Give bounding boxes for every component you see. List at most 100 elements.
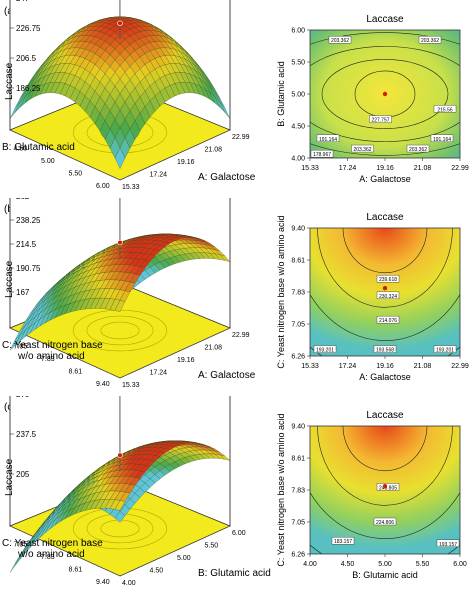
contour-label: 203.362 bbox=[421, 38, 439, 44]
surface-mesh-cell bbox=[219, 102, 231, 119]
contour-line bbox=[310, 46, 460, 142]
y-tick-label: 8.61 bbox=[69, 369, 83, 376]
y-axis-label-line: w/o amino acid bbox=[17, 549, 85, 560]
y-axis-label-line: w/o amino acid bbox=[17, 351, 85, 362]
panel-a-svg: (a)186.25206.5226.75247Laccase15.3317.24… bbox=[2, 0, 469, 191]
base-contour-line bbox=[86, 315, 154, 346]
z-tick-label: 270 bbox=[16, 396, 30, 399]
x-axis-label: A: Galactose bbox=[359, 372, 411, 382]
contour-label: 239.618 bbox=[379, 277, 397, 283]
y-tick-label: 7.05 bbox=[291, 322, 305, 329]
y-tick-label: 7.05 bbox=[291, 520, 305, 527]
y-axis-label: C: Yeast nitrogen base w/o amino acid bbox=[276, 413, 286, 566]
x-tick-label: 22.99 bbox=[232, 332, 250, 339]
x-tick-label: 15.33 bbox=[301, 363, 319, 370]
y-tick-label: 4.00 bbox=[291, 156, 305, 163]
surface-mesh-cell bbox=[219, 454, 231, 461]
z-tick-label: 262 bbox=[16, 198, 30, 201]
contour-label: 203.362 bbox=[409, 147, 427, 153]
contour-label-box bbox=[373, 517, 397, 526]
x-axis-label: B: Glutamic acid bbox=[352, 570, 418, 580]
surface-plot: 167 190.75 214.5 238.25 262 Laccase 15.33 17.24… bbox=[2, 198, 256, 389]
y-tick-label: 9.40 bbox=[291, 424, 305, 431]
contour-line bbox=[317, 228, 453, 308]
surface-mesh-cell bbox=[9, 335, 21, 351]
y-axis-label-line: C: Yeast nitrogen base bbox=[2, 340, 103, 351]
contour-line bbox=[310, 491, 460, 539]
x-tick-label: 4.00 bbox=[303, 561, 317, 568]
contour-label: 224.806 bbox=[376, 520, 394, 526]
y-axis-label: C: Yeast nitrogen base w/o amino acid bbox=[2, 340, 103, 362]
contour-label: 178.967 bbox=[313, 152, 331, 158]
surface-plot: 186.25 206.5 226.75 247 Laccase 15.33 17.24 19.… bbox=[2, 0, 256, 191]
x-axis-label: A: Galactose bbox=[198, 172, 256, 183]
x-tick-label: 4.50 bbox=[341, 561, 355, 568]
x-tick-label: 21.08 bbox=[205, 147, 223, 154]
x-tick-label: 21.08 bbox=[205, 345, 223, 352]
contour-label-box bbox=[376, 315, 400, 324]
contour-line bbox=[310, 32, 460, 156]
contour-label: 193.201 bbox=[316, 348, 334, 354]
peak-marker bbox=[117, 452, 123, 458]
z-tick-label: 214.5 bbox=[16, 240, 37, 249]
y-tick-label: 7.83 bbox=[291, 488, 305, 495]
base-contour-line bbox=[100, 321, 140, 340]
x-tick-label: 5.00 bbox=[378, 561, 392, 568]
optimum-marker bbox=[382, 285, 388, 291]
contour-label: 193.157 bbox=[439, 542, 457, 548]
y-tick-label: 7.83 bbox=[291, 290, 305, 297]
x-tick-label: 4.00 bbox=[122, 580, 136, 587]
surface-mesh-cell bbox=[114, 500, 126, 511]
y-tick-label: 8.61 bbox=[69, 567, 83, 574]
z-tick-label: 206.5 bbox=[16, 54, 37, 63]
contour-plot: Laccase 243.805 224.806 183.157 193.157 4.00 4… bbox=[276, 410, 467, 580]
contour-plot: Laccase 239.618 230.324 214.076 193.201 193.5… bbox=[276, 212, 469, 382]
x-tick-label: 6.00 bbox=[453, 561, 467, 568]
z-tick-label: 226.75 bbox=[16, 24, 41, 33]
contour-label-box bbox=[331, 536, 355, 545]
y-axis-label: C: Yeast nitrogen base w/o amino acid bbox=[276, 215, 286, 368]
surface-mesh-cell bbox=[114, 511, 126, 523]
contour-label-box bbox=[418, 36, 442, 44]
x-axis-label: A: Galactose bbox=[198, 370, 256, 381]
y-axis-label: C: Yeast nitrogen base w/o amino acid bbox=[2, 538, 103, 560]
contour-label-box bbox=[430, 134, 454, 143]
y-tick-label: 6.00 bbox=[96, 183, 110, 190]
z-axis-label: Laccase bbox=[4, 458, 15, 496]
x-tick-label: 17.24 bbox=[339, 165, 357, 172]
y-axis-label: B: Glutamic acid bbox=[276, 61, 286, 127]
surface-mesh-cell bbox=[9, 556, 21, 573]
x-tick-label: 22.99 bbox=[451, 165, 469, 172]
contour-label-box bbox=[316, 134, 340, 143]
optimum-marker bbox=[382, 91, 388, 97]
x-tick-label: 4.50 bbox=[150, 568, 164, 575]
x-tick-label: 15.33 bbox=[301, 165, 319, 172]
surface-mesh-cell bbox=[114, 147, 126, 169]
y-tick-label: 7.83 bbox=[41, 356, 55, 363]
y-tick-label: 4.50 bbox=[291, 124, 305, 131]
contour-label-box bbox=[310, 149, 334, 158]
contour-label: 230.324 bbox=[379, 294, 397, 300]
contour-label: 203.362 bbox=[331, 38, 349, 44]
contour-plot: Laccase 203.362 203.362 227.757 215.56 191.16… bbox=[276, 14, 469, 184]
x-tick-label: 5.50 bbox=[416, 561, 430, 568]
y-axis-label: B: Glutamic acid bbox=[2, 142, 75, 153]
x-tick-label: 19.16 bbox=[177, 159, 195, 166]
z-tick-label: 186.25 bbox=[16, 84, 41, 93]
x-tick-label: 22.99 bbox=[232, 134, 250, 141]
z-tick-label: 205 bbox=[16, 470, 30, 479]
surface-mesh-cell bbox=[9, 102, 21, 119]
contour-label: 215.56 bbox=[437, 107, 453, 113]
z-tick-label: 237.5 bbox=[16, 430, 37, 439]
panel-b-svg: (b)167190.75214.5238.25262Laccase15.3317… bbox=[2, 198, 469, 389]
y-tick-label: 4.50 bbox=[14, 146, 28, 153]
contour-label: 193.201 bbox=[436, 348, 454, 354]
contour-line bbox=[310, 293, 460, 341]
z-axis-label: Laccase bbox=[4, 260, 15, 298]
y-tick-label: 8.61 bbox=[291, 456, 305, 463]
contour-label-box bbox=[436, 539, 460, 547]
x-axis-label: A: Galactose bbox=[359, 174, 411, 184]
contour-label: 191.164 bbox=[433, 137, 451, 143]
y-tick-label: 6.26 bbox=[291, 552, 305, 559]
contour-label: 203.362 bbox=[353, 147, 371, 153]
